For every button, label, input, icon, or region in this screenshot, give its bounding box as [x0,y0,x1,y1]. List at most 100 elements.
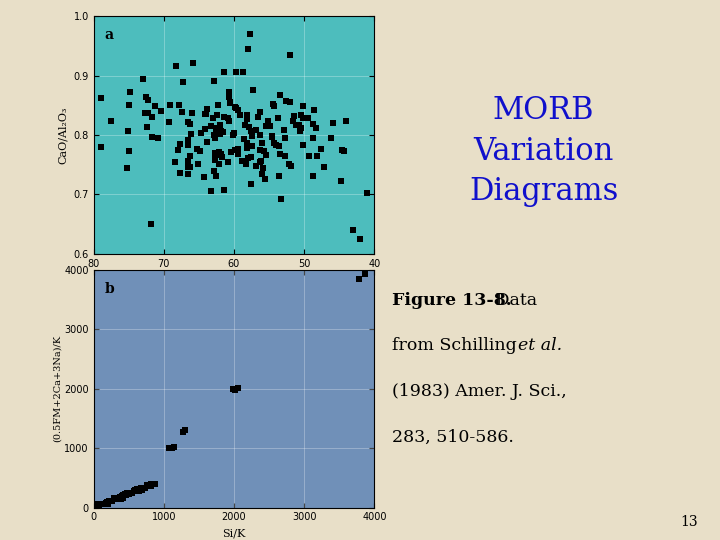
Point [194,147,205,156]
Point [205,122,217,131]
Point [310,124,322,132]
Point [222,87,234,96]
Point [184,120,196,129]
Point [195,129,207,137]
Point [118,491,130,500]
Point [163,118,175,126]
Point [135,484,146,492]
Point [230,145,241,154]
Point [217,153,228,161]
Text: 13: 13 [681,515,698,529]
Point [142,96,153,105]
Point [268,99,279,108]
Point [95,143,107,151]
Point [241,111,253,119]
Point [100,498,112,507]
Point [130,487,142,496]
Point [325,134,337,143]
Point [284,97,295,106]
Point [177,78,189,86]
Point [123,490,135,498]
Point [210,151,222,159]
Point [152,134,163,143]
Point [117,490,129,499]
Point [145,480,157,489]
Point [174,101,185,110]
Point [212,111,223,119]
Point [225,148,236,157]
Point [315,145,327,153]
Point [227,384,238,393]
Point [105,496,117,505]
Point [274,150,286,158]
Point [238,135,250,144]
Point [209,156,220,164]
Text: a: a [105,28,114,42]
Point [361,188,373,197]
Point [121,489,132,498]
Point [112,495,123,504]
Point [260,122,271,131]
Point [252,113,264,122]
Point [164,101,176,110]
Point [279,152,291,160]
Point [150,102,161,111]
Point [303,151,315,160]
Point [225,98,236,107]
Point [137,75,148,83]
Point [130,485,141,494]
Point [230,386,241,394]
Point [235,111,246,119]
Point [255,157,266,165]
Point [280,96,292,105]
Point [200,110,212,118]
Point [279,133,291,142]
Point [243,123,255,131]
Point [208,77,220,85]
Point [103,496,114,505]
Point [118,491,130,500]
Point [288,116,300,125]
Point [233,145,244,154]
Point [114,494,126,502]
Point [122,164,133,172]
Point [208,166,220,175]
Point [307,119,318,128]
Point [264,122,276,130]
Point [111,495,122,503]
Point [336,177,347,185]
Point [359,270,371,279]
Point [293,121,305,130]
Point [209,150,220,159]
Point [183,163,194,171]
Point [181,157,193,165]
Point [258,174,270,183]
Point [94,501,105,510]
Point [278,126,289,134]
Point [340,117,351,126]
Point [215,150,227,158]
Point [262,117,274,125]
Point [222,114,234,123]
Point [338,147,350,156]
Point [241,115,253,124]
X-axis label: Si/K: Si/K [222,528,246,538]
Point [251,161,262,170]
Y-axis label: (0.5FM+2Ca+3Na)/K: (0.5FM+2Ca+3Na)/K [53,335,61,442]
Point [245,30,256,38]
Point [348,226,359,234]
Point [354,274,365,283]
Point [192,144,203,153]
Point [126,489,138,497]
Point [217,127,229,136]
Point [258,146,269,155]
Point [219,185,230,194]
Point [112,495,123,503]
Point [284,51,296,59]
Point [245,180,256,188]
Text: (1983) Amer. J. Sci.,: (1983) Amer. J. Sci., [392,383,567,400]
Point [192,159,203,168]
Point [246,126,257,135]
Point [209,134,220,143]
Point [254,146,266,155]
